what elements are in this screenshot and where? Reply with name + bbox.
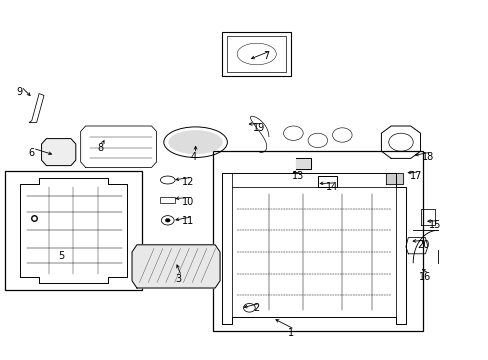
Bar [5, 171, 142, 290]
Text: 13: 13 [291, 171, 304, 181]
Text: 8: 8 [97, 143, 103, 153]
Text: 11: 11 [182, 216, 194, 226]
Text: 14: 14 [325, 182, 338, 192]
Polygon shape [386, 173, 403, 184]
Polygon shape [41, 139, 76, 166]
Text: 12: 12 [182, 177, 194, 187]
Text: 5: 5 [58, 251, 64, 261]
Text: 6: 6 [29, 148, 35, 158]
Text: 17: 17 [408, 171, 421, 181]
Text: 2: 2 [253, 303, 259, 313]
Text: 7: 7 [263, 51, 269, 61]
Circle shape [165, 219, 170, 222]
Text: 10: 10 [182, 197, 194, 207]
Text: 15: 15 [428, 220, 441, 230]
Text: 9: 9 [17, 87, 22, 97]
Bar [222, 32, 290, 76]
Polygon shape [295, 158, 310, 169]
Text: 4: 4 [190, 152, 196, 162]
Text: 3: 3 [175, 274, 181, 284]
Bar [227, 36, 285, 72]
Bar [160, 197, 175, 203]
Text: 19: 19 [252, 123, 265, 133]
Text: 1: 1 [287, 328, 293, 338]
Text: 16: 16 [418, 272, 431, 282]
Bar [212, 151, 422, 331]
Ellipse shape [168, 131, 222, 154]
Polygon shape [132, 245, 220, 288]
Text: 20: 20 [416, 240, 428, 250]
Text: 18: 18 [421, 152, 433, 162]
